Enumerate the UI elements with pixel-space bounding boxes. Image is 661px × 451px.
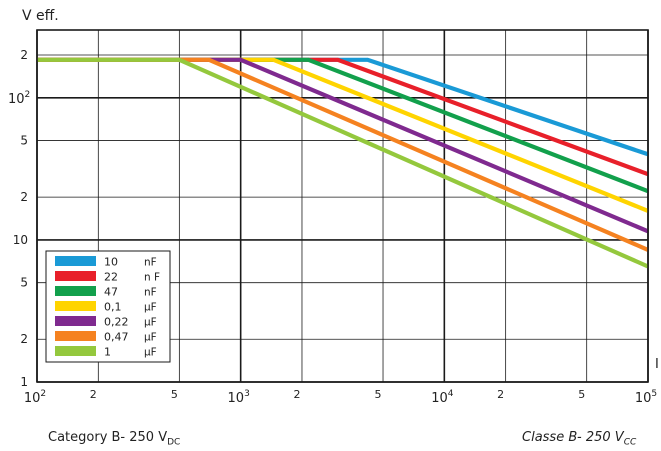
legend-swatch [55, 301, 96, 311]
caption-classe-text: Classe B- 250 V [522, 430, 624, 445]
legend-value: 47 [104, 286, 118, 299]
legend-value: 10 [104, 256, 118, 269]
y-axis-title: V eff. [22, 8, 59, 24]
x-tick-label: 105 [635, 389, 657, 406]
legend-unit: nF [144, 287, 157, 299]
x-tick-label: 5 [578, 388, 585, 401]
legend-value: 0,1 [104, 301, 122, 314]
x-tick-label: 5 [171, 388, 178, 401]
legend-unit: nF [144, 257, 157, 269]
legend-swatch [55, 286, 96, 296]
y-tick-label: 1 [20, 375, 28, 389]
legend-swatch [55, 271, 96, 281]
y-tick-label: 5 [20, 134, 28, 148]
x-tick-label: 2 [90, 388, 97, 401]
legend-value: 0,47 [104, 331, 129, 344]
legend-value: 22 [104, 271, 118, 284]
y-tick-exponent: 2 [25, 90, 31, 100]
legend-swatch [55, 346, 96, 356]
x-tick-exponent: 3 [244, 389, 250, 399]
caption-category-sub: DC [167, 437, 181, 448]
series-lines [37, 57, 649, 269]
x-tick-label: 104 [431, 389, 454, 406]
legend-value: 0,22 [104, 316, 129, 329]
caption-classe: Classe B- 250 VCC [522, 430, 636, 448]
legend-unit: µF [144, 332, 157, 344]
x-tick-label: 2 [293, 388, 300, 401]
caption-category: Category B- 250 VDC [48, 430, 180, 448]
x-tick-label: 2 [497, 388, 504, 401]
legend-unit: µF [144, 302, 157, 314]
legend-unit: µF [144, 347, 157, 359]
x-tick-exponent: 4 [448, 389, 454, 399]
legend-unit: n F [144, 272, 160, 284]
caption-classe-sub: CC [623, 437, 637, 448]
legend: 10 nF 22 n F 47 nF 0,1 µF 0,22 µF 0,47 µF 1 µF [45, 250, 171, 363]
series-line-1 [37, 57, 649, 269]
y-tick-label: 2 [20, 48, 28, 62]
x-tick-label: 5 [375, 388, 382, 401]
x-tick-label: 102 [24, 389, 46, 406]
legend-unit: µF [144, 317, 157, 329]
x-tick-label: 103 [228, 389, 250, 406]
plot-frame [36, 29, 649, 383]
legend-value: 1 [104, 346, 111, 359]
y-tick-label: 2 [20, 190, 28, 204]
legend-swatch [55, 316, 96, 326]
x-axis-unit-label: I [655, 357, 659, 372]
caption-category-text: Category B- 250 V [48, 430, 168, 445]
x-axis-ticks: 102 2 5 103 2 5 104 2 5 105 [24, 388, 657, 406]
y-tick-label: 2 [20, 332, 28, 346]
y-tick-label: 102 [8, 90, 30, 107]
legend-swatch [55, 331, 96, 341]
x-tick-exponent: 2 [40, 389, 46, 399]
y-tick-label: 10 [13, 233, 28, 247]
legend-swatch [55, 256, 96, 266]
y-tick-label: 5 [20, 276, 28, 290]
x-tick-exponent: 5 [651, 389, 657, 399]
